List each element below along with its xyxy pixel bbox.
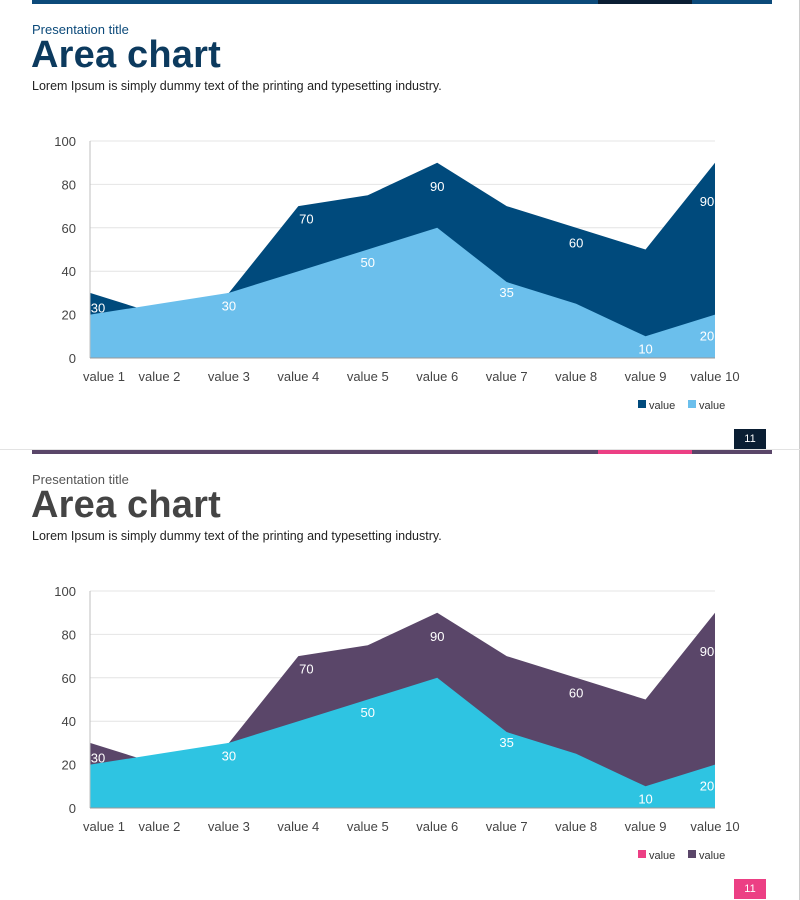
x-tick-label: value 4 [277, 369, 319, 384]
slide-2: Presentation title Area chart Lorem Ipsu… [0, 450, 800, 900]
presentation-title: Presentation title [32, 22, 129, 37]
y-tick-label: 100 [54, 584, 76, 599]
top-bar-highlight [598, 450, 692, 454]
data-label: 90 [700, 194, 714, 209]
legend-swatch [638, 850, 646, 858]
x-tick-label: value 10 [690, 819, 739, 834]
data-label: 20 [700, 779, 714, 794]
y-tick-label: 60 [62, 221, 76, 236]
data-label: 30 [91, 750, 105, 765]
data-label: 60 [569, 235, 583, 250]
y-tick-label: 20 [62, 758, 76, 773]
area-series-2 [90, 677, 715, 808]
x-tick-label: value 1 [83, 819, 125, 834]
legend-label: value [649, 850, 675, 862]
slide-title: Area chart [31, 34, 221, 76]
data-label: 20 [700, 329, 714, 344]
x-tick-label: value 3 [208, 819, 250, 834]
y-tick-label: 0 [69, 351, 76, 366]
data-label: 90 [700, 644, 714, 659]
y-tick-label: 80 [62, 627, 76, 642]
data-label: 70 [299, 211, 313, 226]
presentation-title: Presentation title [32, 472, 129, 487]
slide-description: Lorem Ipsum is simply dummy text of the … [32, 79, 442, 93]
y-tick-label: 60 [62, 671, 76, 686]
data-label: 90 [430, 179, 444, 194]
slide-divider [0, 449, 800, 450]
y-tick-label: 20 [62, 308, 76, 323]
data-label: 10 [638, 342, 652, 357]
legend-swatch [688, 400, 696, 408]
area-chart: 0 20 40 60 80 100 value 1 value 2 value 3 value 4… [54, 134, 739, 412]
y-tick-label: 80 [62, 177, 76, 192]
top-accent-bar [32, 450, 772, 454]
y-tick-label: 100 [54, 134, 76, 149]
x-tick-label: value 7 [486, 369, 528, 384]
top-bar-segment-end [692, 0, 772, 4]
data-label: 50 [361, 705, 375, 720]
area-series-2 [90, 227, 715, 358]
top-bar-segment [32, 450, 598, 454]
y-tick-label: 40 [62, 264, 76, 279]
data-label: 35 [499, 735, 513, 750]
top-accent-bar [32, 0, 772, 4]
data-label: 70 [299, 661, 313, 676]
y-tick-label: 40 [62, 714, 76, 729]
x-tick-label: value 3 [208, 369, 250, 384]
legend-label: value [699, 850, 725, 862]
page-number-badge: 11 [734, 429, 766, 449]
data-label: 30 [91, 300, 105, 315]
data-label: 10 [638, 792, 652, 807]
legend-label: value [649, 400, 675, 412]
slide-description: Lorem Ipsum is simply dummy text of the … [32, 529, 442, 543]
data-label: 90 [430, 629, 444, 644]
y-tick-label: 0 [69, 801, 76, 816]
x-tick-label: value 1 [83, 369, 125, 384]
x-tick-label: value 6 [416, 369, 458, 384]
x-tick-label: value 2 [138, 819, 180, 834]
legend-label: value [699, 400, 725, 412]
x-tick-label: value 9 [625, 819, 667, 834]
slide-1: Presentation title Area chart Lorem Ipsu… [0, 0, 800, 450]
x-tick-label: value 5 [347, 369, 389, 384]
data-label: 35 [499, 285, 513, 300]
x-tick-label: value 7 [486, 819, 528, 834]
x-tick-label: value 6 [416, 819, 458, 834]
x-tick-label: value 9 [625, 369, 667, 384]
legend-swatch [688, 850, 696, 858]
data-label: 30 [222, 298, 236, 313]
data-label: 60 [569, 685, 583, 700]
x-tick-label: value 2 [138, 369, 180, 384]
area-chart: 0 20 40 60 80 100 value 1 value 2 value 3 value 4… [54, 584, 739, 862]
slide-title: Area chart [31, 484, 221, 526]
x-tick-label: value 4 [277, 819, 319, 834]
data-label: 50 [361, 255, 375, 270]
top-bar-highlight [598, 0, 692, 4]
x-tick-label: value 8 [555, 369, 597, 384]
data-label: 30 [222, 748, 236, 763]
x-tick-label: value 10 [690, 369, 739, 384]
top-bar-segment [32, 0, 598, 4]
page-number-badge: 11 [734, 879, 766, 899]
x-tick-label: value 8 [555, 819, 597, 834]
x-tick-label: value 5 [347, 819, 389, 834]
legend-swatch [638, 400, 646, 408]
top-bar-segment-end [692, 450, 772, 454]
